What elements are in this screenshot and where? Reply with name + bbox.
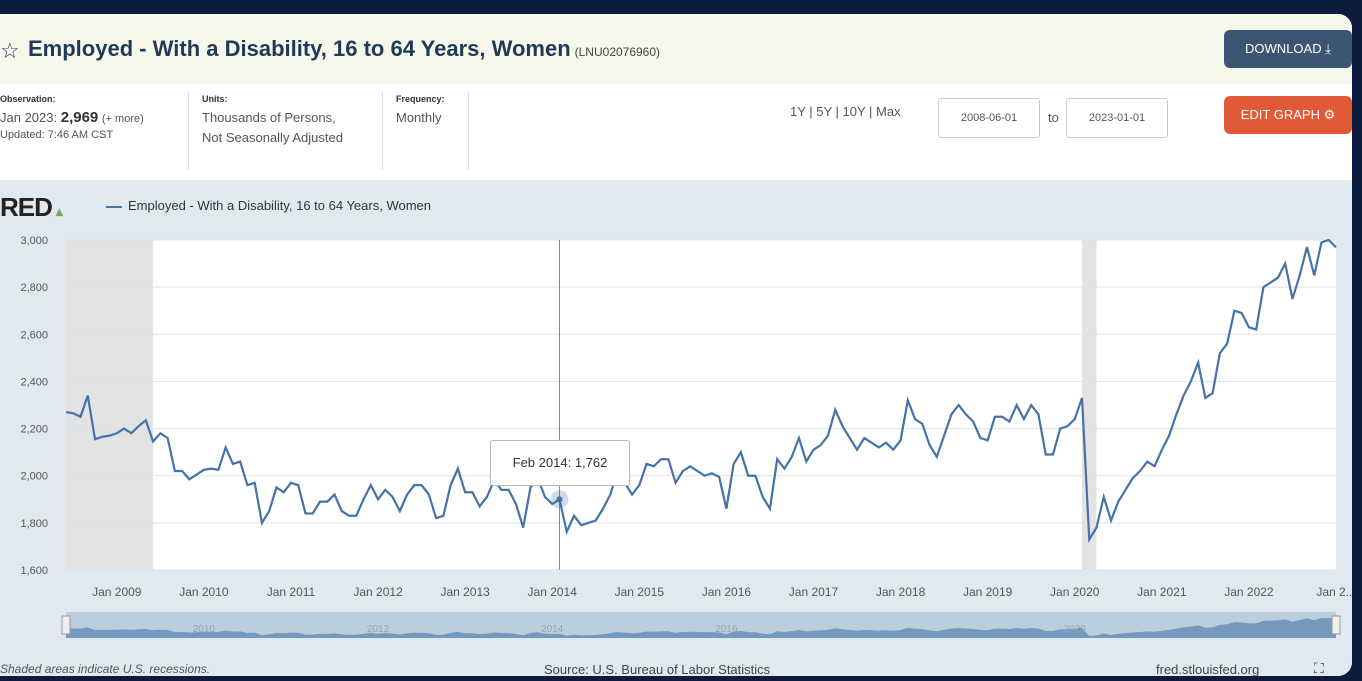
graph-panel: ☆ Employed - With a Disability, 16 to 64… <box>0 14 1352 676</box>
x-tick-label: Jan 2017 <box>789 585 839 599</box>
page-title: Employed - With a Disability, 16 to 64 Y… <box>28 36 660 62</box>
download-icon: ⤓ <box>1325 41 1331 56</box>
navigator-handle-left[interactable] <box>61 615 71 635</box>
x-tick-label: Jan 2... <box>1316 585 1352 599</box>
frequency-label: Frequency: <box>396 94 445 104</box>
observation-label: Observation: <box>0 94 56 104</box>
x-tick-label: Jan 2011 <box>267 585 316 599</box>
meta-panel: Observation: Jan 2023: 2,969 (+ more) Up… <box>0 84 1352 180</box>
star-icon[interactable]: ☆ <box>0 38 20 63</box>
recession-note: Shaded areas indicate U.S. recessions. <box>0 662 211 676</box>
recession-shade <box>66 240 154 570</box>
y-tick-label: 2,000 <box>20 471 48 483</box>
y-tick-label: 2,200 <box>20 424 48 436</box>
divider <box>468 92 469 170</box>
x-tick-label: Jan 2019 <box>963 585 1013 599</box>
x-tick-label: Jan 2020 <box>1050 585 1100 599</box>
legend-label: Employed - With a Disability, 16 to 64 Y… <box>128 198 431 213</box>
x-tick-label: Jan 2009 <box>92 585 142 599</box>
frequency-value: Monthly <box>396 110 442 125</box>
fred-url-link[interactable]: fred.stlouisfed.org <box>1156 662 1260 676</box>
observation-value: 2,969 <box>60 109 99 126</box>
x-tick-label: Jan 2013 <box>440 585 490 599</box>
x-tick-label: Jan 2022 <box>1224 585 1274 599</box>
plot-background <box>66 240 1336 570</box>
navigator-area <box>66 618 1336 638</box>
range-to-label: to <box>1048 110 1059 125</box>
range-options[interactable]: 1Y | 5Y | 10Y | Max <box>790 104 901 119</box>
tooltip-value: 1,762 <box>574 455 608 470</box>
x-tick-label: Jan 2015 <box>615 585 665 599</box>
download-label: DOWNLOAD <box>1245 41 1322 56</box>
observation-date: Jan 2023: <box>0 110 58 125</box>
x-tick-label: Jan 2010 <box>179 585 229 599</box>
divider <box>382 92 383 170</box>
navigator-label: 2020 <box>1064 624 1087 635</box>
y-tick-label: 2,400 <box>20 376 48 388</box>
units-line1: Thousands of Persons, <box>202 110 336 125</box>
navigator-handle-right[interactable] <box>1331 615 1341 635</box>
legend[interactable]: Employed - With a Disability, 16 to 64 Y… <box>106 198 431 213</box>
units-block: Units: Thousands of Persons, Not Seasona… <box>202 94 343 148</box>
y-tick-label: 2,800 <box>20 282 48 294</box>
navigator-label: 2010 <box>193 624 216 635</box>
x-tick-label: Jan 2014 <box>528 585 578 599</box>
units-line2: Not Seasonally Adjusted <box>202 130 343 145</box>
series-id: (LNU02076960) <box>574 45 661 59</box>
tooltip-label: Feb 2014: <box>512 455 572 470</box>
tooltip: Feb 2014: 1,762 <box>490 440 630 486</box>
legend-swatch <box>106 205 122 208</box>
x-tick-label: Jan 2021 <box>1137 585 1187 599</box>
source-text: Source: U.S. Bureau of Labor Statistics <box>544 662 771 676</box>
fred-logo-icon: ▴ <box>55 203 63 219</box>
y-tick-label: 3,000 <box>20 235 48 247</box>
updated-text: Updated: 7:46 AM CST <box>0 129 114 141</box>
start-date-input[interactable]: 2008-06-01 <box>938 98 1040 138</box>
title-bar: ☆ Employed - With a Disability, 16 to 64… <box>0 14 1352 84</box>
download-button[interactable]: DOWNLOAD ⤓ <box>1224 30 1352 68</box>
navigator-label: 2014 <box>541 624 564 635</box>
observation-more-link[interactable]: (+ more) <box>101 113 144 125</box>
y-tick-label: 1,600 <box>20 565 48 577</box>
x-tick-label: Jan 2018 <box>876 585 926 599</box>
series-title: Employed - With a Disability, 16 to 64 Y… <box>28 36 571 61</box>
fullscreen-icon[interactable]: ⛶ <box>1314 660 1324 676</box>
divider <box>188 92 189 170</box>
frequency-block: Frequency: Monthly <box>396 94 445 128</box>
navigator-label: 2012 <box>367 624 390 635</box>
units-label: Units: <box>202 94 228 104</box>
observation-block: Observation: Jan 2023: 2,969 (+ more) Up… <box>0 94 144 141</box>
y-tick-label: 2,600 <box>20 329 48 341</box>
navigator-label: 2016 <box>715 624 738 635</box>
line-chart[interactable]: 1,600 1,800 2,000 2,200 2,400 2,600 2,800 3,000… <box>0 180 1352 660</box>
x-tick-label: Jan 2012 <box>353 585 403 599</box>
edit-graph-button[interactable]: EDIT GRAPH ⚙ <box>1224 96 1352 134</box>
series-line <box>65 238 1337 543</box>
x-tick-label: Jan 2016 <box>702 585 752 599</box>
fred-logo: RED ▴ <box>0 192 63 222</box>
hover-point <box>556 496 563 503</box>
end-date-input[interactable]: 2023-01-01 <box>1066 98 1168 138</box>
edit-graph-label: EDIT GRAPH <box>1240 107 1320 122</box>
y-tick-label: 1,800 <box>20 518 48 530</box>
gear-icon: ⚙ <box>1323 107 1336 122</box>
